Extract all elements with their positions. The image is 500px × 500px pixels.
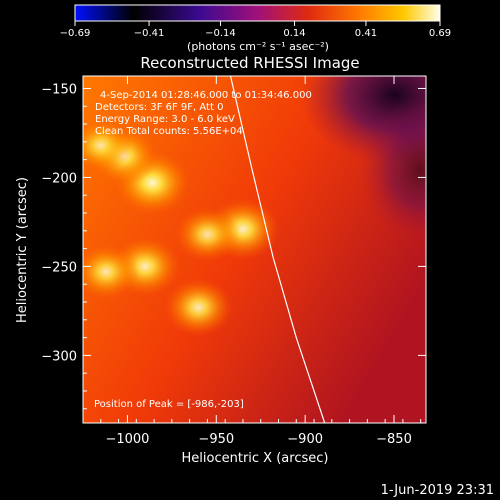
y-tick-label: −200 (41, 171, 77, 186)
colorbar-tick-label: 0.41 (355, 28, 377, 39)
colorbar (74, 4, 441, 22)
solar-limb (229, 76, 326, 423)
y-axis-ticks: −150 −200 −250 −300 (41, 82, 426, 410)
colorbar-label: (photons cm⁻² s⁻¹ asec⁻²) (187, 40, 329, 53)
emission-source (83, 243, 140, 300)
x-axis-ticks: −1000 −950 −900 −850 (82, 76, 422, 447)
emission-source (83, 118, 133, 173)
x-tick-label: −1000 (105, 432, 149, 447)
date-stamp: 1-Jun-2019 23:31 (380, 483, 494, 498)
annotation-line: Energy Range: 3.0 - 6.0 keV (95, 114, 235, 125)
x-tick-label: −900 (287, 432, 323, 447)
emission-source (175, 206, 240, 262)
peak-label: Position of Peak = [-986,-203] (94, 399, 244, 410)
y-axis-label: Heliocentric Y (arcsec) (15, 177, 30, 323)
x-tick-label: −950 (198, 432, 234, 447)
colorbar-tick-label: −0.41 (134, 28, 165, 39)
emission-source (164, 278, 234, 337)
colorbar-tick-label: −0.69 (60, 28, 91, 39)
chart-title: Reconstructed RHESSI Image (140, 54, 359, 72)
plot-frame (82, 75, 427, 424)
colorbar-ticks: −0.69 −0.41 −0.14 0.14 0.41 0.69 (60, 21, 451, 39)
y-tick-label: −300 (41, 349, 77, 364)
annotation-block: 4-Sep-2014 01:28:46.000 to 01:34:46.000D… (95, 90, 312, 137)
colorbar-tick-label: 0.14 (283, 28, 305, 39)
annotation-line: Clean Total counts: 5.56E+04 (95, 126, 243, 137)
annotation-line: Detectors: 3F 6F 9F, Att 0 (95, 102, 223, 113)
colorbar-tick-label: 0.69 (429, 28, 451, 39)
x-axis-label: Heliocentric X (arcsec) (182, 451, 329, 466)
x-tick-label: −850 (376, 432, 412, 447)
y-tick-label: −150 (41, 82, 77, 97)
image-area (83, 76, 426, 423)
y-tick-label: −250 (41, 260, 77, 275)
colorbar-tick-label: −0.14 (205, 28, 236, 39)
annotation-line: 4-Sep-2014 01:28:46.000 to 01:34:46.000 (100, 90, 312, 101)
